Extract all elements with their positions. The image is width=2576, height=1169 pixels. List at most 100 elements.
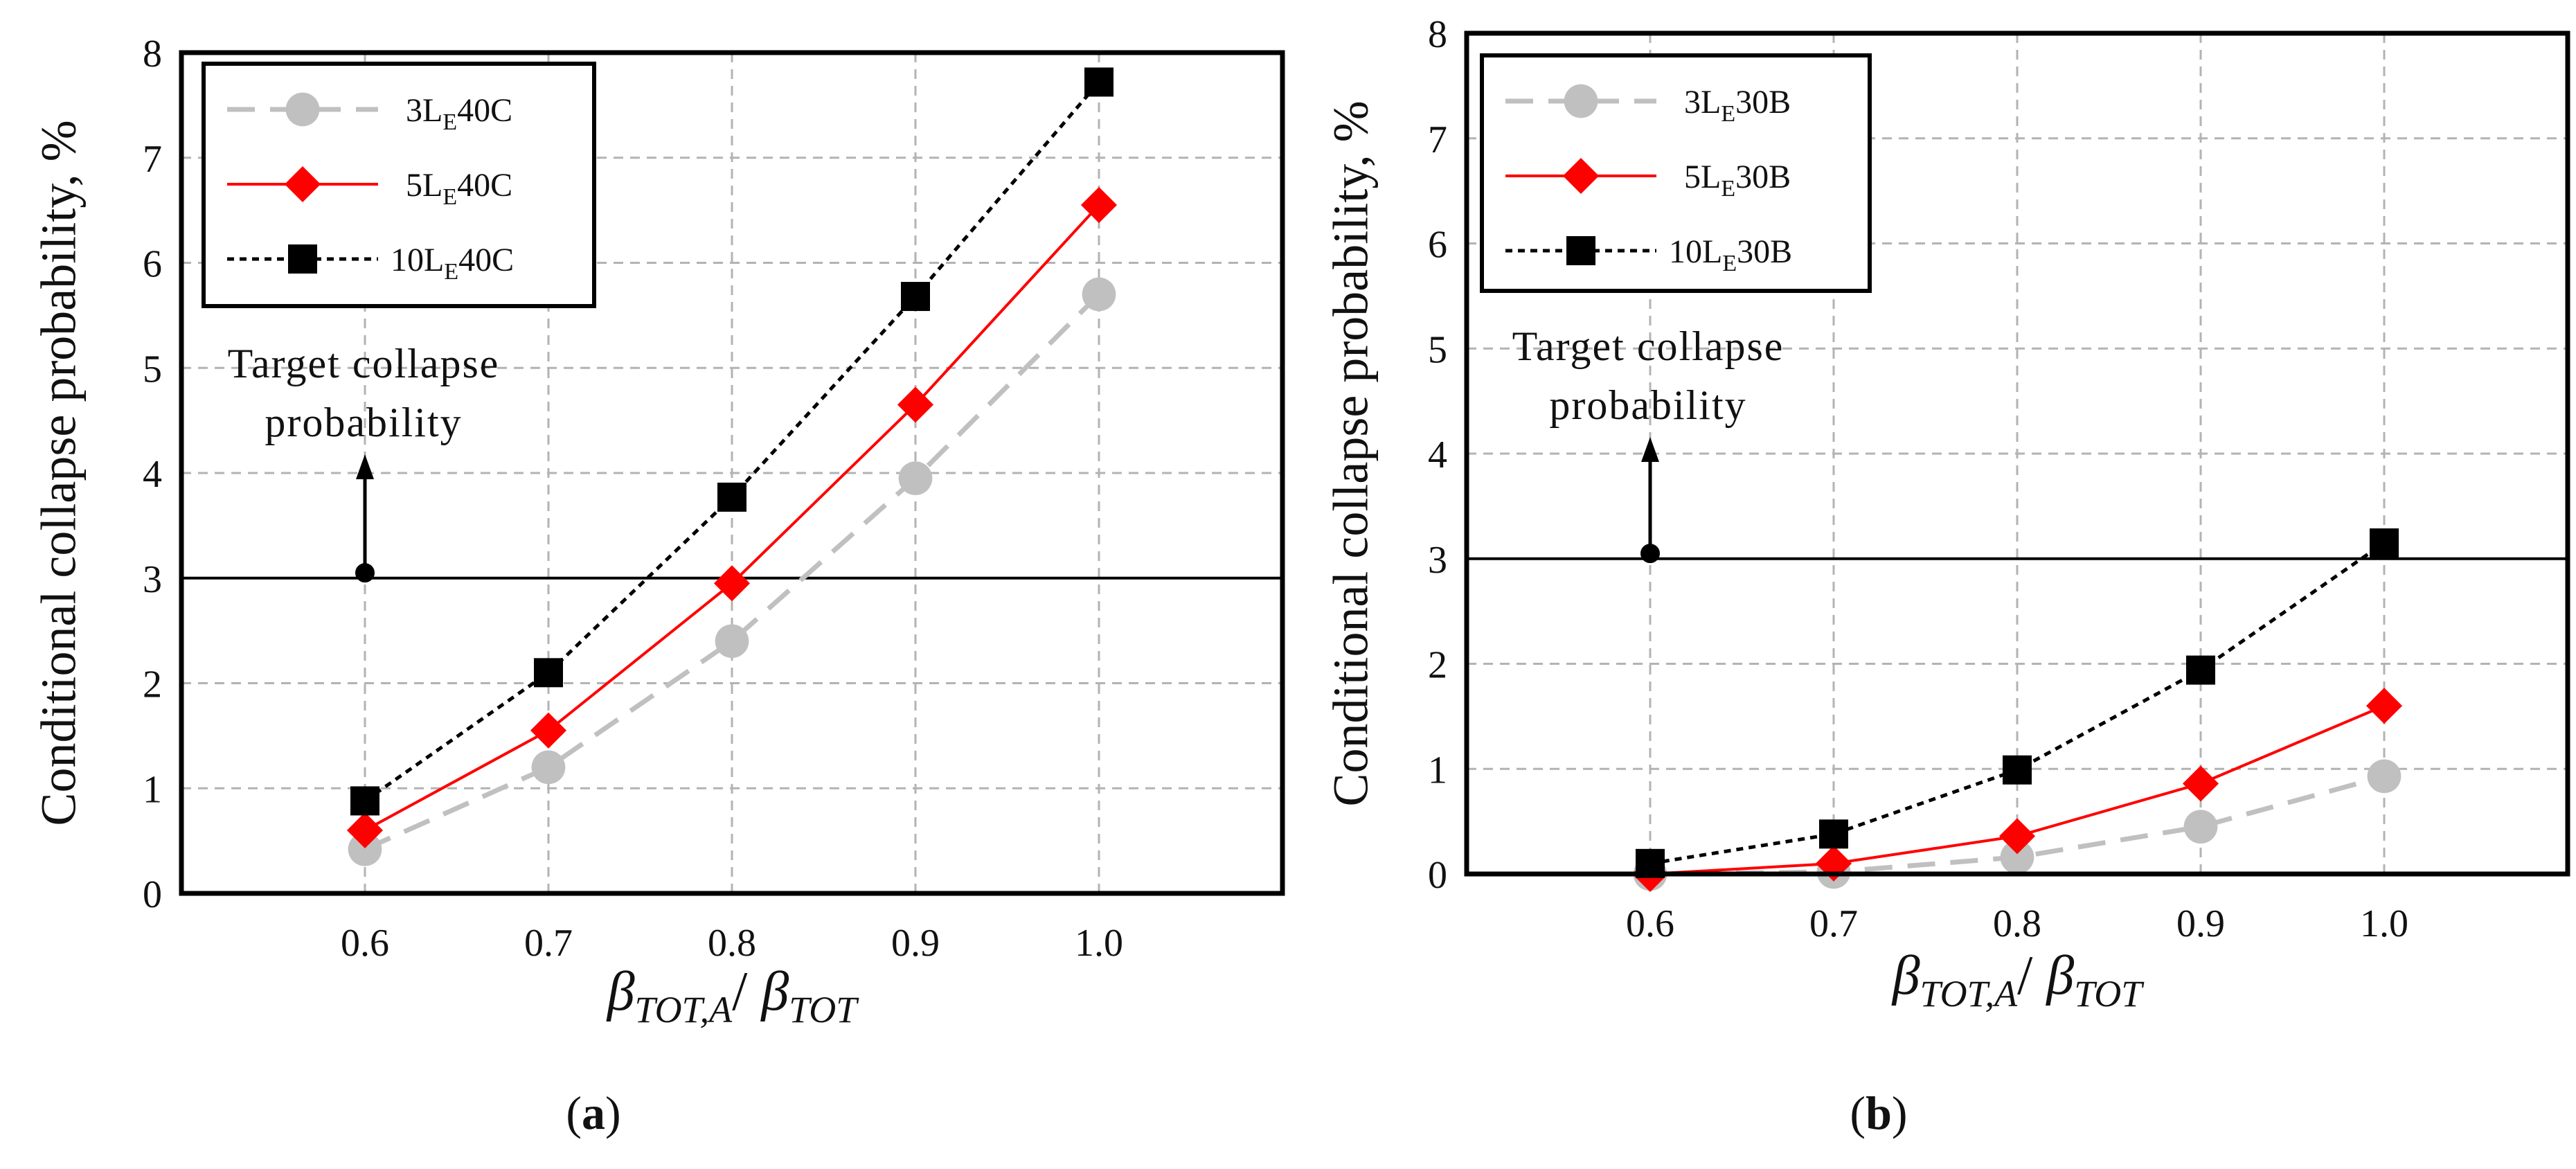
x-tick-label: 0.8 bbox=[708, 922, 756, 965]
legend-label-pre: 5L bbox=[1684, 159, 1721, 195]
y-axis-title: Conditional collapse probability, % bbox=[31, 120, 87, 826]
legend-label-pre: 10L bbox=[391, 242, 444, 278]
legend-label-10LE30B: 10LE30B bbox=[1669, 233, 1792, 276]
data-point-5LE40C bbox=[713, 565, 751, 602]
y-tick-label: 3 bbox=[143, 558, 162, 601]
panel-label-letter: b bbox=[1866, 1087, 1892, 1139]
x-tick-label: 0.9 bbox=[891, 922, 940, 965]
plot-frame bbox=[179, 50, 1285, 896]
y-tick-label: 2 bbox=[1428, 644, 1447, 687]
x-title-sub1: TOT,A bbox=[635, 989, 733, 1030]
data-point-10LE40C bbox=[1084, 67, 1113, 97]
legend-label-post: 30B bbox=[1735, 84, 1791, 121]
data-point-10LE40C bbox=[534, 658, 563, 688]
annotation-arrowhead bbox=[1641, 437, 1659, 462]
x-tick-label: 0.8 bbox=[1993, 902, 2041, 945]
data-point-3LE40C bbox=[898, 461, 933, 495]
panel-label-open: ( bbox=[1850, 1087, 1866, 1139]
data-point-5LE30B bbox=[2365, 688, 2403, 724]
x-tick-label: 0.6 bbox=[341, 922, 389, 965]
panel-label: (a) bbox=[566, 1087, 620, 1139]
legend-label-5LE40C: 5LE40C bbox=[406, 167, 512, 210]
legend-label-sub: E bbox=[444, 259, 458, 285]
panel-label-close: ) bbox=[605, 1087, 621, 1139]
y-tick-label: 8 bbox=[143, 33, 162, 75]
x-tick-label: 1.0 bbox=[1075, 922, 1123, 965]
data-point-3LE40C bbox=[715, 624, 749, 659]
y-tick-label: 1 bbox=[1428, 749, 1447, 792]
y-tick-label: 8 bbox=[1428, 13, 1447, 56]
y-tick-label: 5 bbox=[143, 348, 162, 391]
legend-label-sub: E bbox=[442, 109, 457, 135]
data-point-5LE40C bbox=[346, 812, 384, 848]
data-point-10LE30B bbox=[2186, 655, 2215, 685]
x-tick-label: 1.0 bbox=[2360, 902, 2408, 945]
legend-label-3LE30B: 3LE30B bbox=[1684, 84, 1791, 127]
x-title-beta2: β bbox=[2045, 945, 2074, 1006]
y-tick-label: 2 bbox=[143, 663, 162, 706]
data-point-5LE30B bbox=[1998, 818, 2036, 855]
x-title-beta: β bbox=[1891, 945, 1920, 1006]
legend-label-5LE30B: 5LE30B bbox=[1684, 159, 1791, 202]
y-tick-label: 6 bbox=[1428, 224, 1447, 267]
data-point-5LE40C bbox=[530, 712, 567, 749]
legend-label-post: 40C bbox=[458, 242, 514, 278]
y-tick-label: 4 bbox=[1428, 434, 1447, 476]
y-tick-label: 1 bbox=[143, 768, 162, 811]
x-tick-label: 0.6 bbox=[1626, 902, 1674, 945]
x-title-sub1: TOT,A bbox=[1920, 973, 2019, 1015]
legend-label-sub: E bbox=[1721, 176, 1735, 202]
data-point-3LE30B bbox=[2000, 840, 2034, 875]
legend-label-sub: E bbox=[1722, 251, 1737, 276]
chart-panel-b: 0.6 0.7 0.8 0.9 1.0 0 1 2 3 4 5 6 7 8 Conditional coll… bbox=[1323, 13, 2570, 1139]
legend-marker-3LE40C bbox=[285, 92, 320, 127]
legend-marker-3LE30B bbox=[1564, 84, 1598, 118]
legend-label-pre: 3L bbox=[406, 92, 442, 129]
legend-label-pre: 5L bbox=[406, 167, 442, 204]
annotation-text-line1: Target collapse bbox=[228, 341, 500, 386]
legend-marker-5LE40C bbox=[284, 166, 321, 203]
legend-label-10LE40C: 10LE40C bbox=[391, 242, 514, 285]
x-axis-title: βTOT,A/ βTOT bbox=[606, 961, 860, 1030]
data-point-10LE30B bbox=[1819, 819, 1848, 849]
y-tick-label: 4 bbox=[143, 453, 162, 496]
legend-marker-5LE30B bbox=[1562, 157, 1600, 195]
legend-label-post: 40C bbox=[457, 167, 512, 204]
panel-label: (b) bbox=[1850, 1087, 1907, 1139]
legend-label-post: 30B bbox=[1735, 159, 1791, 195]
annotation-point bbox=[355, 563, 375, 583]
y-tick-label: 7 bbox=[143, 138, 162, 181]
annotation-text-line2: probability bbox=[1549, 382, 1746, 428]
legend-label-pre: 10L bbox=[1669, 233, 1722, 270]
y-tick-label: 3 bbox=[1428, 539, 1447, 582]
data-point-3LE30B bbox=[2183, 810, 2218, 844]
legend-label-3LE40C: 3LE40C bbox=[406, 92, 512, 135]
y-tick-label: 5 bbox=[1428, 328, 1447, 371]
data-point-5LE40C bbox=[897, 386, 934, 423]
legend-label-pre: 3L bbox=[1684, 84, 1721, 121]
x-title-sep: / bbox=[732, 961, 761, 1022]
data-point-5LE40C bbox=[1080, 186, 1118, 224]
annotation-text-line2: probability bbox=[265, 400, 462, 445]
x-tick-label: 0.7 bbox=[524, 922, 573, 965]
chart-panel-a: 0.6 0.7 0.8 0.9 1.0 0 1 2 3 4 5 6 7 8 Conditional coll… bbox=[31, 33, 1285, 1139]
legend-label-sub: E bbox=[1721, 101, 1735, 127]
data-point-10LE30B bbox=[2370, 528, 2399, 557]
x-title-sub2: TOT bbox=[789, 989, 859, 1030]
x-tick-label: 0.7 bbox=[1809, 902, 1858, 945]
y-tick-label: 7 bbox=[1428, 118, 1447, 161]
data-point-10LE40C bbox=[717, 482, 746, 512]
x-title-beta: β bbox=[606, 961, 635, 1022]
y-tick-label: 0 bbox=[143, 873, 162, 916]
data-point-3LE40C bbox=[1082, 277, 1116, 312]
data-point-5LE30B bbox=[2182, 765, 2219, 802]
annotation-arrowhead bbox=[356, 454, 374, 479]
data-point-10LE40C bbox=[901, 282, 930, 312]
legend-label-post: 30B bbox=[1737, 233, 1792, 270]
panel-label-close: ) bbox=[1892, 1087, 1908, 1139]
y-tick-label: 6 bbox=[143, 243, 162, 286]
x-title-beta2: β bbox=[760, 961, 789, 1022]
